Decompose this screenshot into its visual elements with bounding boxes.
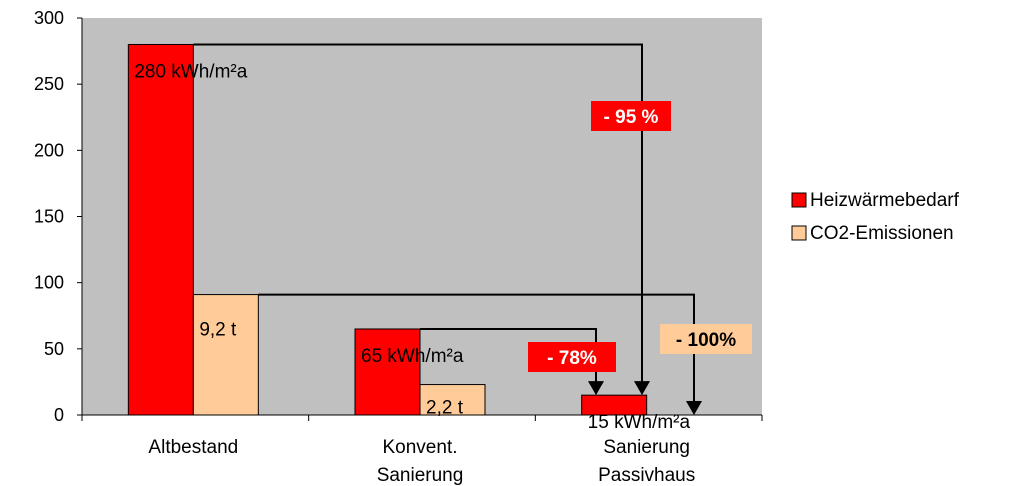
connector-altbestand-heiz-arrowhead xyxy=(634,381,650,396)
legend-box xyxy=(780,183,1004,253)
data-label: 9,2 t xyxy=(199,320,237,341)
annotation-box xyxy=(528,342,616,372)
annotation-label: - 95 % xyxy=(604,107,659,128)
y-tick-label: 250 xyxy=(34,74,64,94)
bars xyxy=(127,43,648,416)
y-tick-label: 300 xyxy=(34,8,64,28)
legend-label-heizwaerme: Heizwärmebedarf xyxy=(810,190,960,211)
annotation-label: - 78% xyxy=(547,348,597,369)
connector-altbestand-heiz-line xyxy=(193,43,643,384)
data-labels: 280 kWh/m²a 65 kWh/m²a 15 kWh/m²a 9,2 t 2,2 … xyxy=(134,61,690,433)
legend-swatch-co2 xyxy=(791,225,807,241)
bar-co2 xyxy=(192,294,259,416)
legend: Heizwärmebedarf CO2-Emissionen xyxy=(780,183,1004,253)
bar-heizwaerme xyxy=(581,394,648,416)
data-label: 15 kWh/m²a xyxy=(588,412,691,433)
y-tick-label: 150 xyxy=(34,207,64,227)
y-tick-label: 50 xyxy=(44,339,64,359)
x-category-label: Altbestand xyxy=(148,437,238,458)
connector-konvent-heiz-arrowhead xyxy=(588,381,604,396)
legend-label-co2: CO2-Emissionen xyxy=(810,223,954,244)
bar-heizwaerme xyxy=(127,43,194,416)
annotation-label: - 100% xyxy=(676,330,736,351)
annotations: - 95 % - 78% - 100% xyxy=(528,101,752,372)
connector-altbestand-co2-arrowhead xyxy=(686,401,702,415)
x-category-label: Sanierung xyxy=(377,465,464,486)
x-category-label: Konvent. xyxy=(383,437,458,458)
data-label: 2,2 t xyxy=(426,398,464,419)
bar-co2 xyxy=(419,384,486,416)
y-axis: 0 50 100 150 200 250 300 xyxy=(34,8,83,425)
x-category-label: Passivhaus xyxy=(598,465,695,486)
annotation-box xyxy=(591,101,671,131)
data-label: 65 kWh/m²a xyxy=(361,346,464,367)
legend-swatch-heizwaerme xyxy=(791,192,807,208)
y-tick-label: 0 xyxy=(54,405,64,425)
data-label: 280 kWh/m²a xyxy=(134,61,247,82)
connector-altbestand-co2-line xyxy=(258,293,695,403)
x-category-label: Sanierung xyxy=(603,437,690,458)
y-tick-label: 200 xyxy=(34,140,64,160)
annotation-box xyxy=(660,324,752,354)
y-tick-label: 100 xyxy=(34,273,64,293)
bar-heizwaerme xyxy=(354,328,421,416)
